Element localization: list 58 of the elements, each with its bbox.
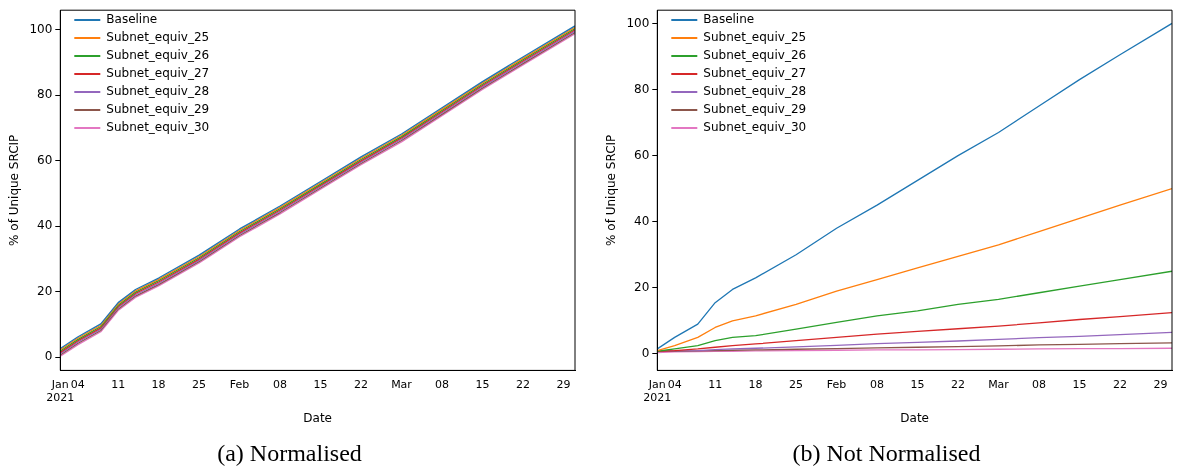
y-tick-label: 100 xyxy=(626,15,650,30)
legend-label: Subnet_equiv_26 xyxy=(703,48,807,63)
legend-label: Subnet_equiv_27 xyxy=(106,66,210,81)
text: (a) Normalised xyxy=(217,439,362,466)
legend-label: Subnet_equiv_29 xyxy=(703,102,807,117)
x-tick-label: 25 xyxy=(192,377,207,391)
y-tick-label: 40 xyxy=(634,213,650,228)
y-tick-label: 60 xyxy=(37,152,53,167)
x-tick-label: 18 xyxy=(748,377,763,391)
legend-label: Subnet_equiv_30 xyxy=(703,120,807,135)
legend-label: Baseline xyxy=(106,12,158,27)
y-axis-title: % of Unique SRCIP xyxy=(7,134,22,246)
legend-label: Subnet_equiv_26 xyxy=(106,48,210,63)
x-tick-label: Feb xyxy=(826,377,847,391)
x-tick-label: 15 xyxy=(1072,377,1087,391)
x-tick-label: 15 xyxy=(313,377,328,391)
x-tick-label: Feb xyxy=(229,377,250,391)
x-tick-label: Mar xyxy=(988,377,1010,391)
x-tick-label: 15 xyxy=(475,377,490,391)
legend-label: Subnet_equiv_25 xyxy=(703,30,807,45)
legend-label: Subnet_equiv_25 xyxy=(106,30,210,45)
x-tick-label: 25 xyxy=(789,377,804,391)
y-tick-label: 20 xyxy=(634,279,650,294)
x-tick-label: 08 xyxy=(434,377,449,391)
y-tick-label: 0 xyxy=(641,346,650,360)
legend-label: Subnet_equiv_28 xyxy=(106,84,210,99)
x-tick-label: Mar xyxy=(391,377,413,391)
y-tick-label: 100 xyxy=(29,21,53,36)
y-tick-label: 80 xyxy=(634,81,650,96)
legend-label: Subnet_equiv_30 xyxy=(106,120,210,135)
x-tick-label: 08 xyxy=(1031,377,1046,391)
x-tick-label: 08 xyxy=(870,377,885,391)
y-tick-label: 20 xyxy=(37,283,53,298)
text: (b) Not Normalised xyxy=(792,439,981,466)
y-tick-label: 0 xyxy=(44,349,53,364)
x-tick-label: 29 xyxy=(1153,377,1168,391)
x-tick-label: 22 xyxy=(1112,377,1127,391)
x-tick-label: 22 xyxy=(354,377,369,391)
x-axis-title: Date xyxy=(303,411,332,426)
x-tick-label: 08 xyxy=(273,377,288,391)
x-axis-title: Date xyxy=(900,411,929,426)
legend-label: Subnet_equiv_28 xyxy=(703,84,807,99)
y-axis-title: % of Unique SRCIP xyxy=(604,134,619,246)
x-tick-label: 22 xyxy=(515,377,530,391)
x-tick-label: 22 xyxy=(951,377,966,391)
y-tick-label: 60 xyxy=(634,147,650,162)
x-tick-label: 29 xyxy=(556,377,571,391)
x-tick-label: 11 xyxy=(708,377,723,391)
x-tick-label: 04 xyxy=(70,377,85,391)
y-tick-label: 40 xyxy=(37,218,53,233)
x-tick-label: 11 xyxy=(111,377,126,391)
x-tick-label: 15 xyxy=(910,377,925,391)
legend-label: Subnet_equiv_27 xyxy=(703,66,807,81)
y-tick-label: 80 xyxy=(37,87,53,102)
legend-label: Subnet_equiv_29 xyxy=(106,102,210,117)
legend-label: Baseline xyxy=(703,12,755,27)
x-tick-label: 04 xyxy=(667,377,682,391)
x-tick-label: 18 xyxy=(151,377,166,391)
